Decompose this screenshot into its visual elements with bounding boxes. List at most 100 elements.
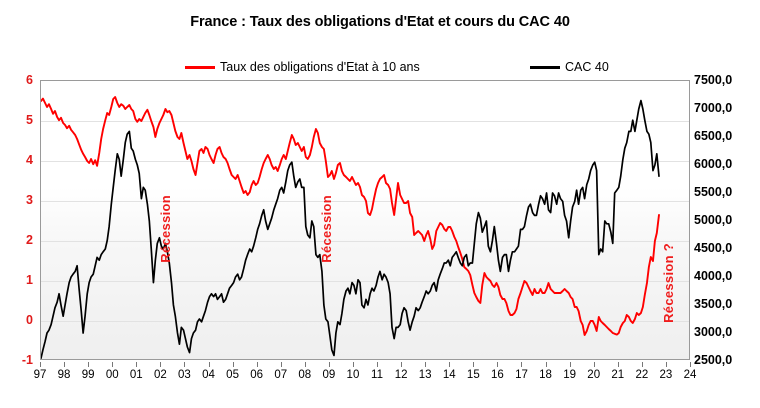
x-tick-label-07: 07 xyxy=(274,369,288,381)
legend-swatch-cac40 xyxy=(530,65,560,69)
legend-item-bond-rate: Taux des obligations d'Etat à 10 ans xyxy=(185,60,420,74)
y-axis-right-cac40: 7500,0 7000,0 6500,0 6000,0 5500,0 5000,0 4500… xyxy=(694,73,760,367)
x-tick-label-16: 16 xyxy=(491,369,504,381)
y-left-tick-7: -1 xyxy=(21,353,33,367)
gridline xyxy=(41,321,689,322)
y-left-tick-1: 5 xyxy=(26,113,33,127)
x-tick xyxy=(329,362,330,367)
legend-label-bond-rate: Taux des obligations d'Etat à 10 ans xyxy=(220,60,420,74)
x-tick-label-00: 00 xyxy=(105,369,119,381)
x-tick-label-99: 99 xyxy=(81,369,95,381)
y-right-tick-5: 5000,0 xyxy=(694,213,733,227)
gridline xyxy=(41,161,689,162)
y-left-tick-6: 0 xyxy=(26,313,33,327)
x-tick xyxy=(546,362,547,367)
x-tick-label-03: 03 xyxy=(178,369,191,381)
y-left-tick-4: 2 xyxy=(26,233,33,247)
y-right-tick-10: 2500,0 xyxy=(694,353,733,367)
annotation-recession-2: Récession xyxy=(319,195,335,263)
x-tick-label-08: 08 xyxy=(298,369,312,381)
gridline xyxy=(41,201,689,202)
x-tick xyxy=(570,362,571,367)
x-tick xyxy=(88,362,89,367)
x-tick-label-24: 24 xyxy=(683,369,697,381)
y-right-tick-0: 7500,0 xyxy=(694,73,733,87)
y-right-tick-4: 5500,0 xyxy=(694,185,733,199)
x-tick-label-20: 20 xyxy=(587,369,601,381)
y-axis-left-bond-rate: 6 5 4 3 2 1 0 -1 xyxy=(0,73,33,367)
x-tick xyxy=(353,362,354,367)
plot-area xyxy=(40,80,690,360)
gridlines xyxy=(41,81,689,359)
x-tick xyxy=(521,362,522,367)
x-tick-label-10: 10 xyxy=(346,369,360,381)
y-right-tick-6: 4500,0 xyxy=(694,241,733,255)
x-tick-label-06: 06 xyxy=(250,369,264,381)
x-tick xyxy=(642,362,643,367)
y-left-tick-2: 4 xyxy=(26,153,33,167)
x-tick xyxy=(618,362,619,367)
x-tick-label-18: 18 xyxy=(539,369,552,381)
x-tick-label-01: 01 xyxy=(129,369,143,381)
x-tick xyxy=(233,362,234,367)
chart-title: France : Taux des obligations d'Etat et … xyxy=(190,14,570,30)
x-tick-label-02: 02 xyxy=(153,369,167,381)
y-right-tick-8: 3500,0 xyxy=(694,297,733,311)
x-tick-label-17: 17 xyxy=(515,369,528,381)
x-tick-label-23: 23 xyxy=(659,369,673,381)
line-cac40 xyxy=(41,99,660,359)
x-tick-label-09: 09 xyxy=(322,369,336,381)
x-tick xyxy=(64,362,65,367)
x-tick xyxy=(257,362,258,367)
x-tick-label-04: 04 xyxy=(202,369,215,381)
gridline xyxy=(41,121,689,122)
x-tick xyxy=(136,362,137,367)
x-tick-label-12: 12 xyxy=(394,369,408,381)
y-right-tick-2: 6500,0 xyxy=(694,129,733,143)
y-right-tick-7: 4000,0 xyxy=(694,269,733,283)
x-tick xyxy=(666,362,667,367)
x-tick-label-14: 14 xyxy=(442,369,456,381)
y-left-tick-5: 1 xyxy=(26,273,33,287)
y-right-tick-3: 6000,0 xyxy=(694,157,733,171)
chart-legend: Taux des obligations d'Etat à 10 ans CAC… xyxy=(0,60,760,78)
x-tick xyxy=(425,362,426,367)
series-lines xyxy=(41,96,660,359)
x-tick-label-11: 11 xyxy=(371,369,384,381)
x-tick-label-97: 97 xyxy=(33,369,47,381)
x-tick xyxy=(690,362,691,367)
y-left-tick-0: 6 xyxy=(26,73,33,87)
x-tick xyxy=(594,362,595,367)
legend-item-cac40: CAC 40 xyxy=(530,60,609,74)
x-tick-label-21: 21 xyxy=(611,369,625,381)
x-tick xyxy=(305,362,306,367)
gridline xyxy=(41,241,689,242)
x-tick xyxy=(112,362,113,367)
gridline xyxy=(41,281,689,282)
legend-swatch-bond-rate xyxy=(185,65,215,69)
x-tick xyxy=(377,362,378,367)
x-axis-years: 97 98 99 00 01 02 03 04 05 06 07 08 09 10 11 12 13 14 15 16… xyxy=(34,362,696,386)
x-tick xyxy=(160,362,161,367)
x-tick-label-15: 15 xyxy=(466,369,480,381)
x-tick xyxy=(281,362,282,367)
y-right-tick-1: 7000,0 xyxy=(694,101,733,115)
y-left-tick-3: 3 xyxy=(26,193,33,207)
x-tick xyxy=(209,362,210,367)
legend-label-cac40: CAC 40 xyxy=(565,60,609,74)
x-tick xyxy=(401,362,402,367)
x-tick-label-05: 05 xyxy=(226,369,239,381)
x-tick xyxy=(40,362,41,367)
annotation-recession-3: Récession ? xyxy=(661,243,677,323)
annotation-recession-1: Récession xyxy=(158,195,174,263)
x-tick xyxy=(497,362,498,367)
x-tick-label-19: 19 xyxy=(563,369,577,381)
x-tick-label-13: 13 xyxy=(418,369,432,381)
x-tick xyxy=(184,362,185,367)
y-right-tick-9: 3000,0 xyxy=(694,325,733,339)
x-tick-label-98: 98 xyxy=(57,369,71,381)
x-tick xyxy=(473,362,474,367)
line-bond-rate xyxy=(41,96,660,336)
x-tick-label-22: 22 xyxy=(635,369,649,381)
